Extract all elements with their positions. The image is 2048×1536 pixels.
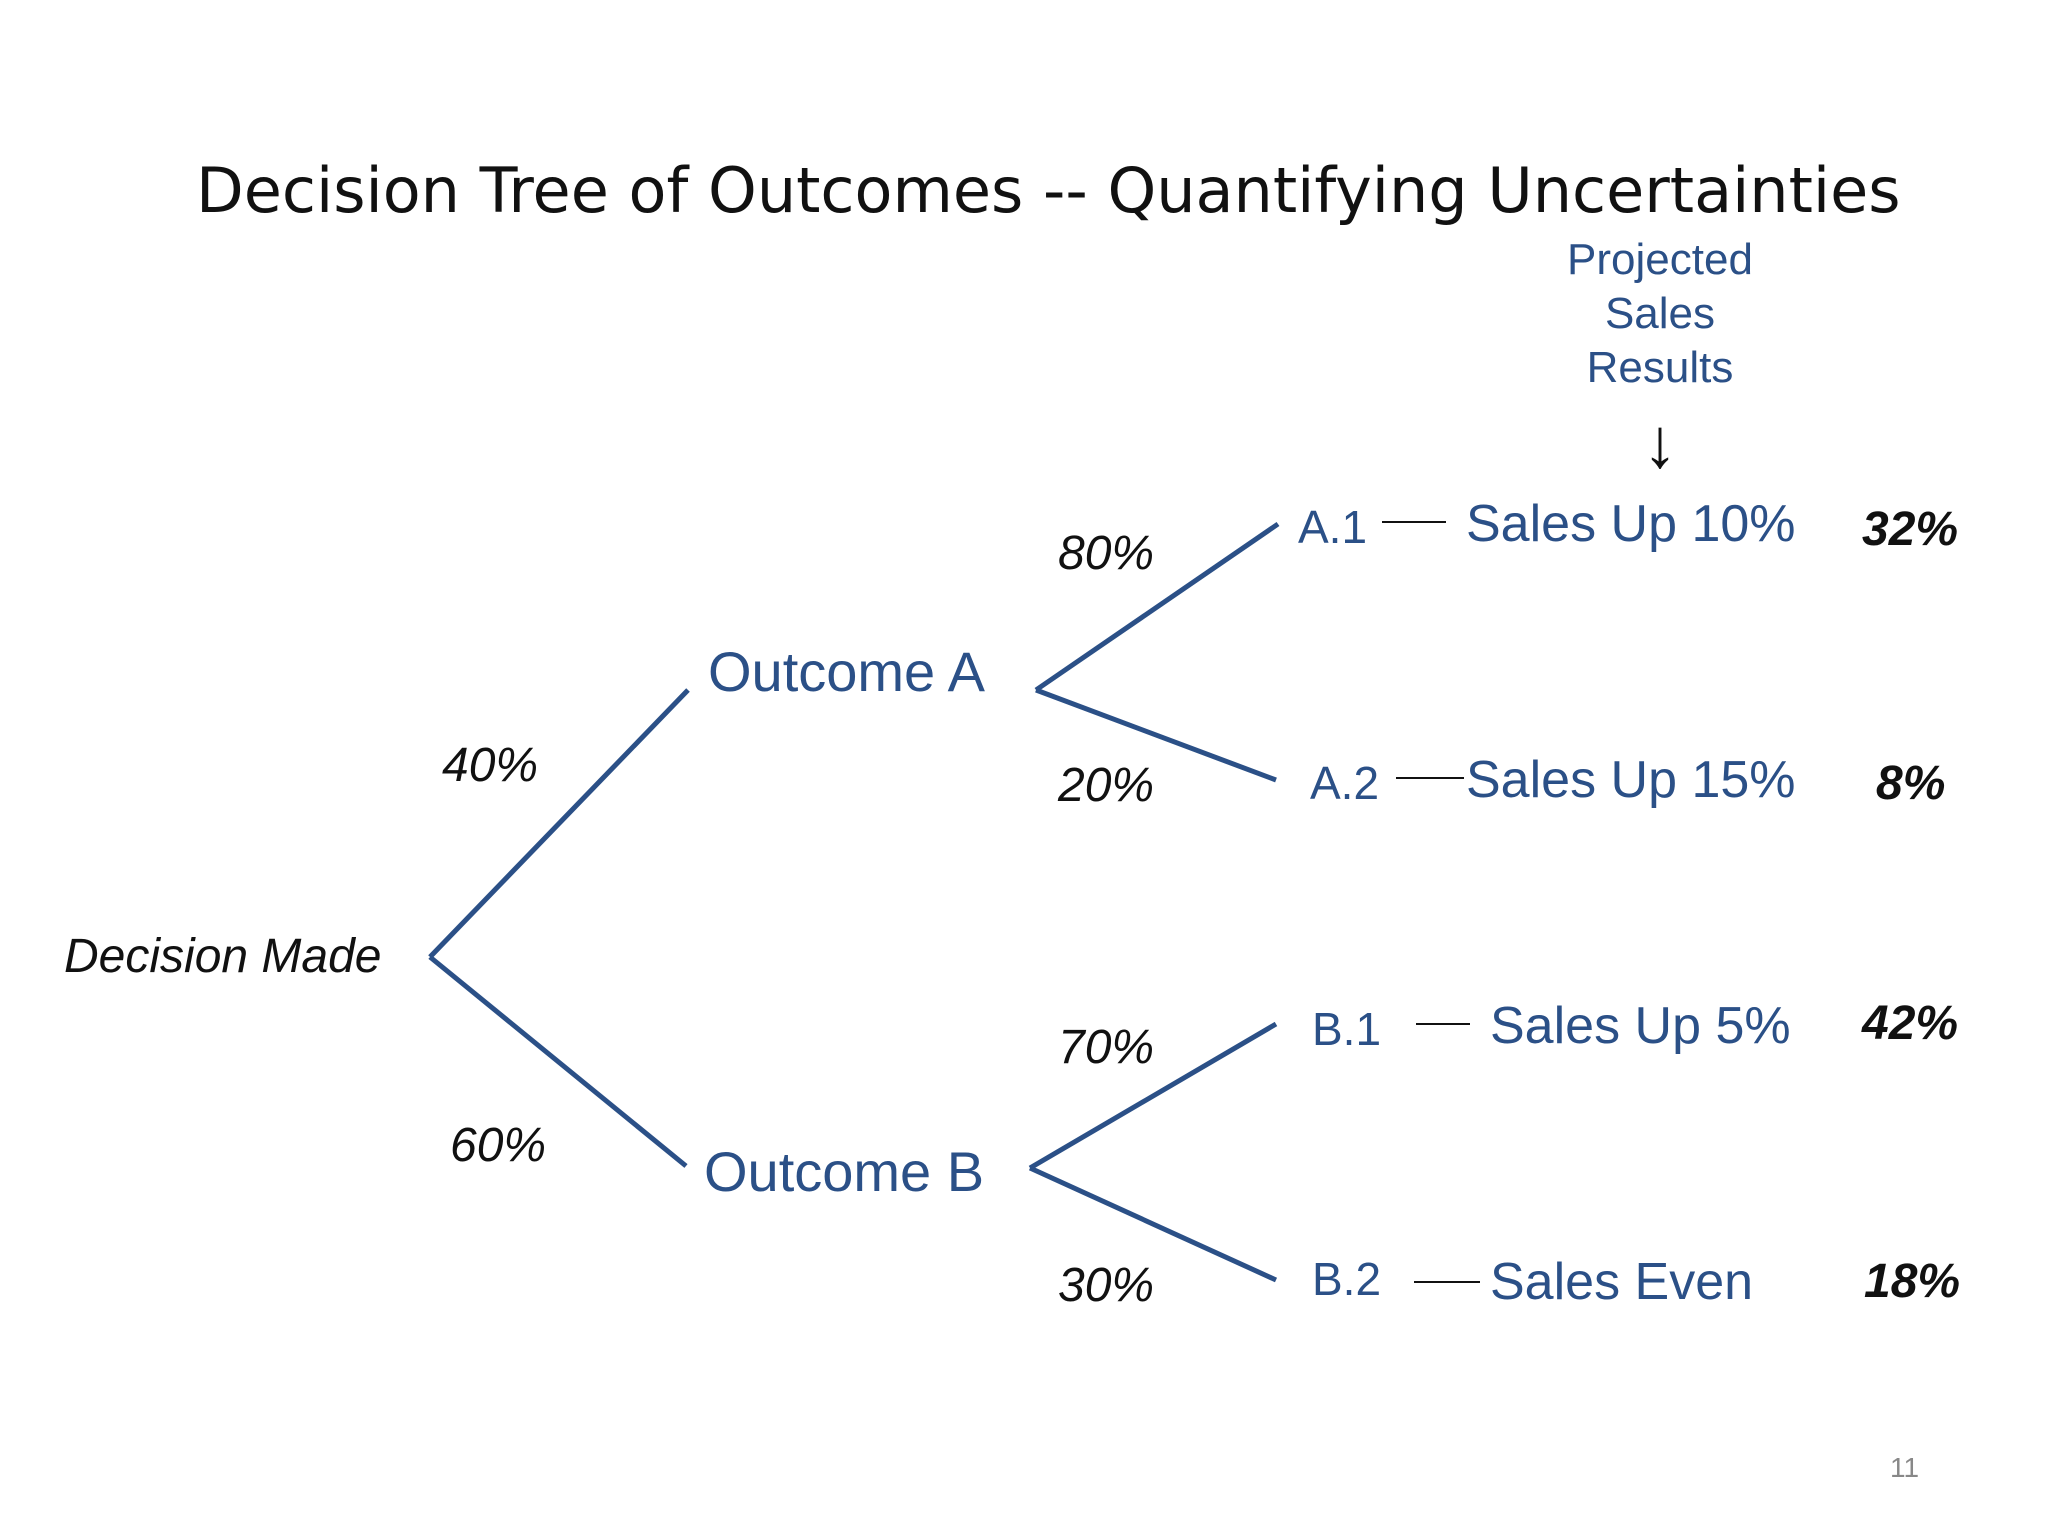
leaf-code-b1: B.1 bbox=[1312, 1003, 1382, 1055]
branch-line-root-to-a bbox=[428, 688, 690, 959]
branch-line-root-to-b bbox=[428, 955, 688, 1168]
branch-line-b-to-b1 bbox=[1028, 1021, 1278, 1171]
leaf-result-b2: Sales Even bbox=[1490, 1253, 1754, 1311]
outcome-b-label: Outcome B bbox=[704, 1140, 985, 1203]
joint-probability-b1: 42% bbox=[1862, 997, 1959, 1050]
leaf-code-a2: A.2 bbox=[1310, 757, 1380, 809]
branch-line-b-to-b2 bbox=[1028, 1165, 1278, 1283]
leaf-result-a1: Sales Up 10% bbox=[1466, 495, 1796, 553]
slide-title: Decision Tree of Outcomes -- Quantifying… bbox=[196, 154, 1901, 227]
page-number: 11 bbox=[1890, 1452, 1920, 1483]
branch-probability-b2: 30% bbox=[1058, 1259, 1155, 1312]
root-node-label: Decision Made bbox=[64, 930, 382, 983]
outcome-a-label: Outcome A bbox=[708, 640, 986, 703]
joint-probability-a2: 8% bbox=[1876, 757, 1946, 810]
branch-line-a-to-a2 bbox=[1035, 687, 1277, 783]
branch-probability-b: 60% bbox=[450, 1119, 547, 1172]
leaf-result-a2: Sales Up 15% bbox=[1466, 751, 1796, 809]
branch-probability-a1: 80% bbox=[1058, 527, 1155, 580]
branch-probability-b1: 70% bbox=[1058, 1021, 1155, 1074]
down-arrow-icon: ↓ bbox=[1642, 404, 1678, 482]
branch-probability-a2: 20% bbox=[1058, 759, 1155, 812]
leaf-result-b1: Sales Up 5% bbox=[1490, 997, 1791, 1055]
header-line-projected: Projected bbox=[1567, 235, 1753, 284]
joint-probability-a1: 32% bbox=[1862, 503, 1959, 556]
branch-line-a-to-a1 bbox=[1034, 521, 1280, 693]
branch-probability-a: 40% bbox=[442, 739, 539, 792]
header-line-results: Results bbox=[1586, 343, 1734, 392]
header-line-sales: Sales bbox=[1604, 289, 1716, 338]
leaf-code-b2: B.2 bbox=[1312, 1253, 1382, 1305]
leaf-code-a1: A.1 bbox=[1298, 501, 1368, 553]
joint-probability-b2: 18% bbox=[1864, 1255, 1961, 1308]
